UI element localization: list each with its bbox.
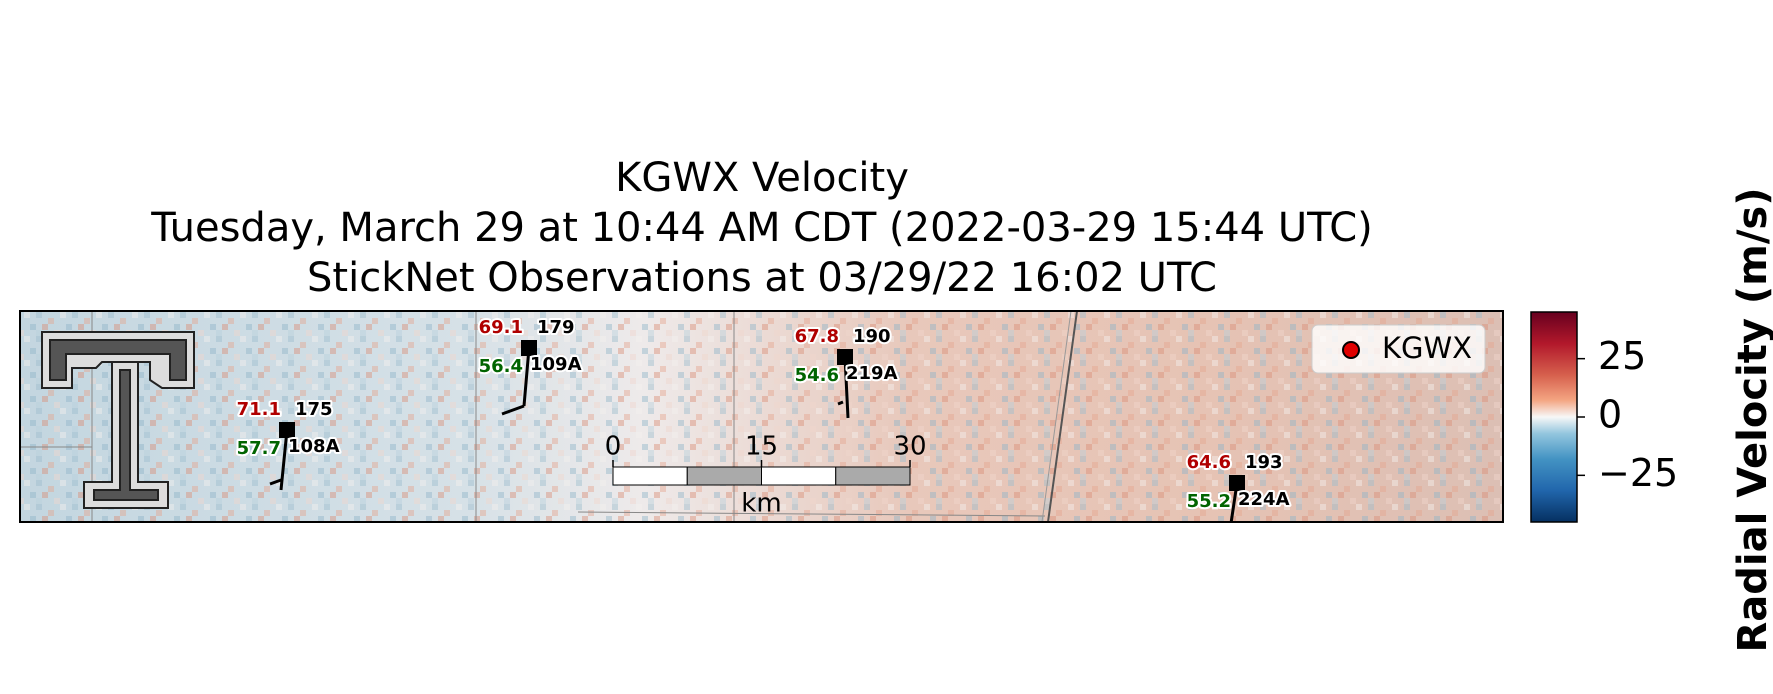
wind-barb — [501, 347, 531, 416]
dewpoint: 55.2 — [1187, 491, 1231, 512]
station-id: 224A — [1238, 489, 1290, 510]
scale-tick-label: 30 — [893, 432, 926, 462]
stations: 71.1 175 57.7 108A 69.1 179 56.4 109A 67.8 190 54.… — [235, 315, 1292, 522]
station-code: 193 — [1245, 452, 1283, 473]
station-marker — [837, 349, 853, 365]
dewpoint: 56.4 — [479, 356, 523, 377]
dewpoint: 54.6 — [795, 365, 839, 386]
scale-segment — [612, 466, 688, 486]
state-line — [1047, 311, 1078, 522]
colorbar: Radial Velocity (m/s) 25 0 −25 — [1530, 187, 1773, 653]
title-line: KGWX Velocity — [615, 155, 909, 201]
county-line — [577, 511, 1046, 517]
title-line: Tuesday, March 29 at 10:44 AM CDT (2022-… — [150, 205, 1372, 251]
scale-tick-label: 0 — [605, 432, 622, 462]
legend-marker — [1342, 341, 1360, 359]
colorbar-ramp — [1530, 311, 1578, 523]
scale-tick-label: 15 — [745, 432, 778, 462]
temperature: 67.8 — [795, 326, 839, 347]
station-id: 109A — [530, 354, 582, 375]
wind-barb — [837, 356, 850, 419]
temperature: 64.6 — [1187, 452, 1231, 473]
scale-segment — [835, 466, 911, 486]
map: 71.1 175 57.7 108A 69.1 179 56.4 109A 67.8 190 54.… — [20, 311, 1503, 522]
colorbar-tick-label: −25 — [1598, 451, 1678, 495]
wind-barb — [269, 429, 289, 491]
station-code: 190 — [853, 326, 891, 347]
scale-segment — [686, 466, 762, 486]
colorbar-label: Radial Velocity (m/s) — [1730, 187, 1773, 652]
scale-unit: km — [741, 489, 781, 519]
station-code: 179 — [537, 317, 575, 338]
logo — [41, 331, 195, 509]
dewpoint: 57.7 — [237, 438, 281, 459]
colorbar-tick-label: 25 — [1598, 334, 1646, 378]
scale-segment — [761, 466, 837, 486]
radar-texture — [20, 311, 1503, 522]
station-id: 219A — [846, 363, 898, 384]
station-id: 108A — [288, 436, 340, 457]
title-line: StickNet Observations at 03/29/22 16:02 … — [307, 255, 1217, 301]
scale-bar: 0 15 30 km — [605, 432, 927, 519]
legend-label: KGWX — [1382, 331, 1472, 365]
station-marker — [279, 422, 295, 438]
map-frame — [19, 310, 1504, 523]
temperature: 71.1 — [237, 399, 281, 420]
state-line — [1041, 311, 1072, 522]
legend-box — [1311, 324, 1486, 374]
temperature: 69.1 — [479, 317, 523, 338]
station-code: 175 — [295, 399, 333, 420]
station-marker — [521, 340, 537, 356]
station-marker — [1229, 475, 1245, 491]
legend: KGWX — [1311, 324, 1486, 374]
colorbar-tick-label: 0 — [1598, 393, 1622, 437]
